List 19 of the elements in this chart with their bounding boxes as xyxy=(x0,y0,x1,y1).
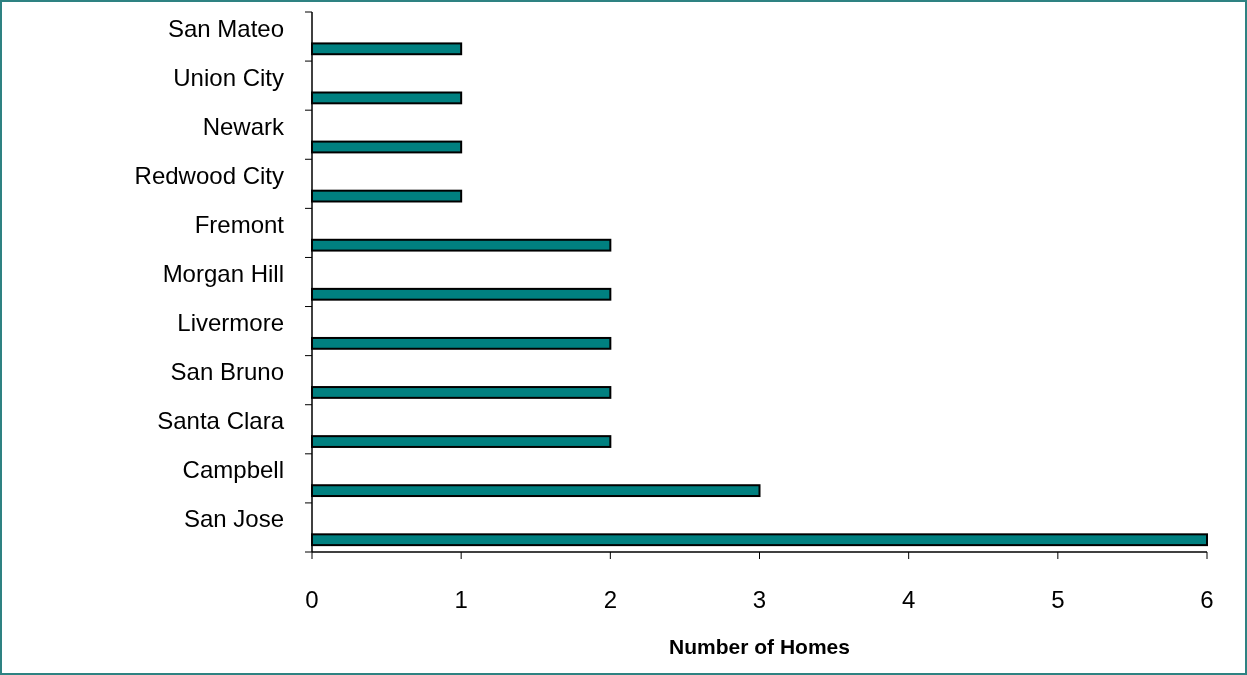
y-tick-label: San Jose xyxy=(183,505,284,533)
x-tick-label: 4 xyxy=(901,586,916,613)
x-tick-label: 5 xyxy=(1051,586,1065,613)
y-tick-label: Union City xyxy=(173,63,284,91)
x-axis-title: Number of Homes xyxy=(669,635,850,658)
y-tick-label: San Bruno xyxy=(170,358,284,386)
y-tick-label: Santa Clara xyxy=(157,407,285,435)
y-tick-label: Livermore xyxy=(177,309,284,337)
y-tick-label: Morgan Hill xyxy=(162,260,284,287)
x-tick-label: 3 xyxy=(752,586,767,613)
x-tick-label: 0 xyxy=(305,586,319,613)
y-tick-label: San Mateo xyxy=(167,14,284,42)
x-tick-label: 2 xyxy=(603,586,618,613)
x-tick-label: 6 xyxy=(1200,586,1214,613)
x-tick-label: 1 xyxy=(454,586,468,613)
y-tick-label: Fremont xyxy=(194,210,285,238)
y-tick-label: Newark xyxy=(202,112,285,140)
y-tick-label: Redwood City xyxy=(134,161,284,189)
y-tick-label: Campbell xyxy=(182,456,284,484)
